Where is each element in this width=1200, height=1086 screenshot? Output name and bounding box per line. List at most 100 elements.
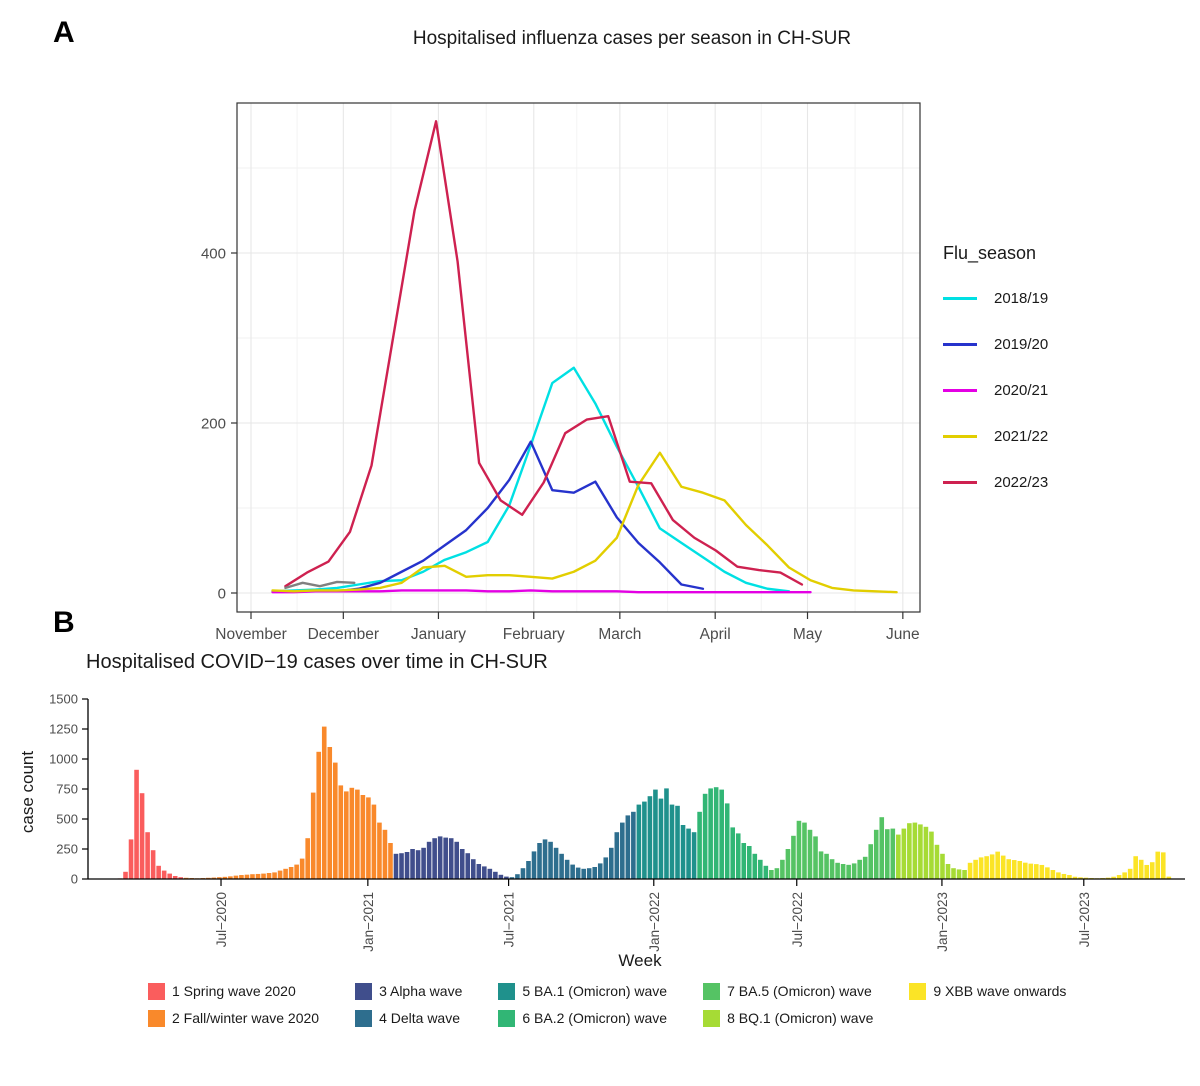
covid-bar	[967, 862, 973, 879]
covid-bar	[631, 811, 636, 879]
flu-line-chart: November December January February March Apri…	[201, 102, 921, 643]
covid-bar	[448, 838, 454, 879]
covid-bar	[520, 868, 526, 879]
covid-bar	[316, 751, 322, 879]
covid-bar	[686, 828, 691, 879]
covid-bar	[404, 852, 410, 879]
covid-bar	[862, 856, 868, 879]
covid-bar	[989, 854, 995, 879]
covid-legend-item: 6 BA.2 (Omicron) wave	[498, 1009, 668, 1027]
covid-legend-item: 3 Alpha wave	[355, 982, 462, 1000]
covid-bar	[1072, 876, 1078, 879]
covid-bar	[1122, 872, 1127, 879]
covid-legend-label: 1 Spring wave 2020	[172, 983, 296, 999]
covid-bar	[702, 793, 708, 879]
covid-bar	[1000, 855, 1006, 879]
covid-bar	[1061, 873, 1067, 879]
flu-x-tick-label: May	[793, 626, 823, 643]
flu-x-tick-label: February	[503, 626, 565, 643]
covid-bar	[896, 834, 901, 879]
covid-bar	[553, 847, 559, 879]
covid-bar	[288, 867, 294, 879]
covid-bar	[780, 859, 785, 879]
covid-bar	[774, 868, 780, 879]
covid-legend-swatch	[148, 982, 165, 1000]
covid-bar	[410, 849, 415, 879]
covid-bar	[1166, 876, 1172, 879]
covid-bar	[277, 870, 283, 879]
covid-bar	[653, 789, 658, 879]
covid-bar	[813, 836, 818, 879]
flu-legend-line-swatch	[943, 389, 977, 392]
flu-legend: Flu_season 2018/19 2019/20 2020/21 2021/22 2…	[943, 243, 1048, 520]
covid-bar	[493, 871, 498, 879]
covid-bar	[907, 823, 912, 879]
covid-bar	[603, 857, 609, 879]
covid-legend-item: 7 BA.5 (Omicron) wave	[703, 982, 873, 1000]
covid-bar	[1022, 862, 1028, 879]
covid-bar	[647, 796, 653, 879]
flu-series-2022-23	[284, 120, 804, 588]
covid-bar	[735, 833, 741, 879]
covid-bar	[161, 870, 167, 879]
covid-bar	[145, 832, 150, 879]
covid-bar	[1028, 863, 1034, 879]
covid-bar	[664, 788, 669, 879]
covid-bar	[217, 877, 222, 879]
covid-bar	[973, 859, 978, 879]
flu-legend-item: 2020/21	[943, 382, 1048, 399]
covid-bar	[344, 791, 349, 879]
covid-legend-swatch	[498, 1009, 516, 1027]
covid-legend-swatch	[703, 982, 721, 1000]
covid-bar	[123, 871, 128, 879]
covid-bar	[951, 868, 956, 879]
covid-bar	[620, 822, 625, 879]
covid-bar	[829, 859, 835, 879]
covid-bar	[509, 877, 515, 879]
covid-bar	[272, 872, 277, 879]
covid-bar	[1011, 860, 1017, 879]
covid-bar	[470, 859, 476, 879]
panel-b-tag: B	[53, 606, 75, 639]
covid-bar	[1111, 876, 1116, 879]
covid-bar	[857, 859, 862, 879]
covid-bar	[923, 826, 929, 879]
covid-bar	[1078, 877, 1083, 879]
covid-bar	[222, 876, 228, 879]
flu-x-tick-label: April	[700, 626, 731, 643]
flu-legend-item: 2022/23	[943, 474, 1048, 491]
covid-bar	[244, 874, 250, 879]
covid-legend-swatch	[909, 982, 927, 1000]
covid-bar	[680, 825, 686, 879]
covid-y-tick-label: 250	[56, 842, 78, 857]
covid-bar	[564, 859, 570, 879]
flu-chart-title: Hospitalised influenza cases per season …	[412, 28, 852, 49]
covid-legend-label: 6 BA.2 (Omicron) wave	[522, 1010, 668, 1026]
covid-bar	[321, 726, 327, 879]
covid-bar	[167, 873, 172, 879]
covid-bar	[730, 827, 736, 879]
covid-bar	[741, 843, 747, 879]
covid-legend-label: 7 BA.5 (Omicron) wave	[727, 983, 872, 999]
covid-bar	[366, 797, 371, 879]
covid-bar	[1160, 852, 1166, 879]
covid-bar	[791, 835, 796, 879]
covid-bar	[1127, 868, 1133, 879]
covid-bar	[338, 785, 344, 879]
flu-series-2018-19	[271, 366, 791, 593]
covid-bar	[1138, 859, 1144, 879]
covid-bar	[581, 868, 586, 879]
covid-x-tick-label: Jan−2022	[647, 892, 662, 952]
covid-bar	[586, 868, 592, 879]
covid-bar	[802, 822, 807, 879]
covid-bar-chart: 0 250 500 750 1000 1250 1500 Jul−2020 Jan−2021 Ju…	[49, 692, 1185, 952]
covid-bar	[355, 789, 360, 879]
flu-x-tick-label: November	[215, 626, 287, 643]
covid-legend-label: 4 Delta wave	[379, 1010, 461, 1026]
covid-bar	[233, 875, 239, 879]
covid-bar	[940, 853, 945, 879]
covid-legend-swatch	[355, 982, 373, 1000]
flu-legend-line-swatch	[943, 481, 977, 484]
covid-legend-label: 5 BA.1 (Omicron) wave	[522, 983, 668, 999]
covid-bar	[266, 873, 272, 879]
